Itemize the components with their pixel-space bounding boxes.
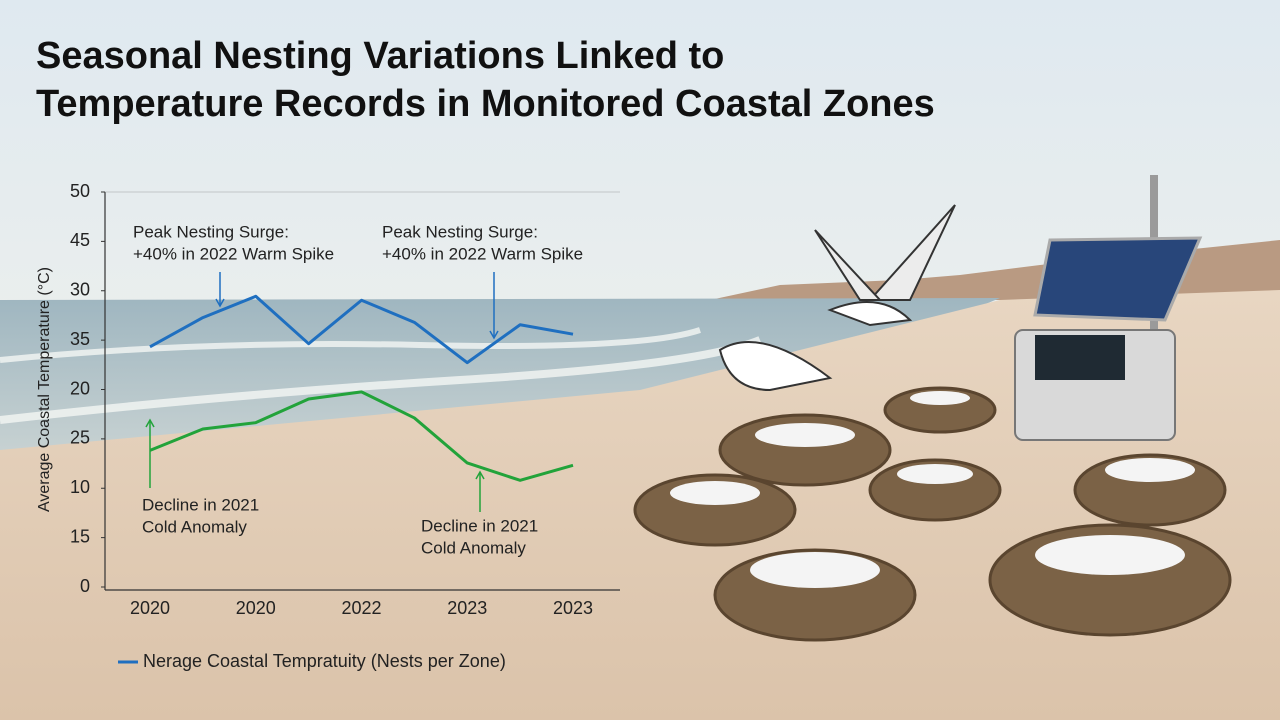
annotation: +40% in 2022 Warm Spike bbox=[382, 244, 583, 263]
data-line bbox=[149, 294, 574, 365]
y-axis-label: Average Coastal Temperature (°C) bbox=[36, 267, 53, 512]
chart-title: Seasonal Nesting Variations Linked to bbox=[36, 35, 724, 77]
chart-title: Temperature Records in Monitored Coastal… bbox=[36, 83, 935, 125]
y-tick-label: 15 bbox=[70, 526, 90, 546]
annotation: Decline in 2021 bbox=[142, 495, 259, 514]
y-tick-label: 50 bbox=[70, 181, 90, 201]
y-tick-label: 30 bbox=[70, 280, 90, 300]
arrow-head bbox=[215, 298, 225, 308]
arrow-head bbox=[489, 330, 499, 340]
annotation: Cold Anomaly bbox=[421, 538, 526, 557]
annotation: +40% in 2022 Warm Spike bbox=[133, 244, 334, 263]
data-line bbox=[149, 390, 574, 482]
annotation: Peak Nesting Surge: bbox=[133, 222, 289, 241]
annotation: Cold Anomaly bbox=[142, 517, 247, 536]
y-tick-label: 0 bbox=[80, 576, 90, 596]
annotation: Decline in 2021 bbox=[421, 516, 538, 535]
annotation: Peak Nesting Surge: bbox=[382, 222, 538, 241]
y-tick-label: 10 bbox=[70, 477, 90, 497]
chart: Seasonal Nesting Variations Linked to Tem… bbox=[36, 35, 935, 671]
x-tick-label: 2023 bbox=[447, 598, 487, 618]
y-tick-label: 20 bbox=[70, 378, 90, 398]
x-tick-label: 2020 bbox=[236, 598, 276, 618]
arrow-head bbox=[475, 470, 485, 480]
x-tick-label: 2020 bbox=[130, 598, 170, 618]
y-tick-label: 35 bbox=[70, 329, 90, 349]
x-tick-label: 2022 bbox=[341, 598, 381, 618]
y-tick-label: 45 bbox=[70, 230, 90, 250]
x-tick-label: 2023 bbox=[553, 598, 593, 618]
y-tick-label: 25 bbox=[70, 428, 90, 448]
arrow-head bbox=[145, 418, 155, 428]
legend-label: Nerage Coastal Tempratuity (Nests per Zo… bbox=[143, 651, 506, 671]
